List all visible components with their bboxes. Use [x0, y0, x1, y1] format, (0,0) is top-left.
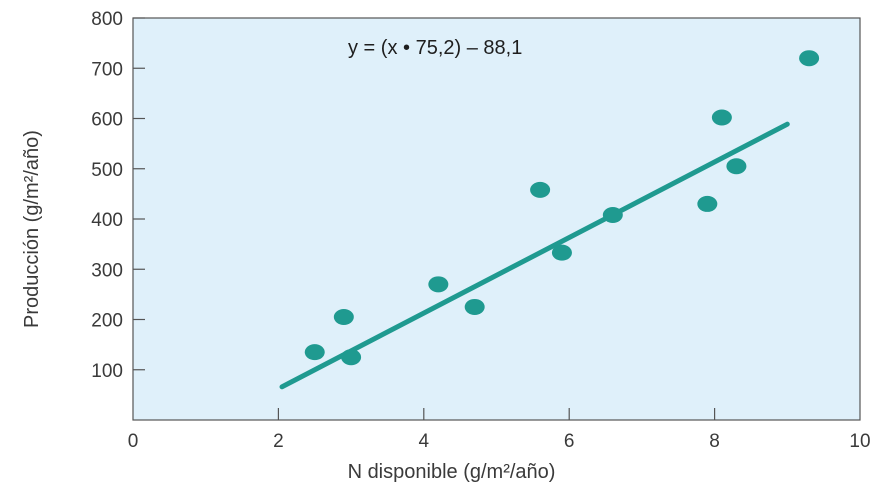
x-tick-label: 8	[709, 431, 720, 452]
data-point	[799, 50, 820, 67]
y-tick-label: 400	[91, 210, 123, 231]
y-tick-label: 100	[91, 361, 123, 382]
y-tick-label: 500	[91, 160, 123, 181]
y-axis-label: Producción (g/m²/año)	[21, 130, 43, 328]
data-points	[304, 50, 820, 366]
x-tick-label: 2	[273, 431, 284, 452]
data-point	[711, 109, 732, 126]
data-point	[304, 344, 325, 361]
y-tick-label: 600	[91, 110, 123, 131]
data-point	[602, 206, 623, 223]
y-tick-label: 800	[91, 9, 123, 30]
x-axis-label: N disponible (g/m²/año)	[348, 461, 556, 483]
y-tick-label: 700	[91, 59, 123, 80]
data-point	[341, 349, 362, 366]
regression-line	[279, 121, 790, 390]
y-tick-label: 200	[91, 311, 123, 332]
x-tick-label: 10	[849, 431, 870, 452]
x-tick-label: 6	[564, 431, 575, 452]
x-tick-label: 4	[419, 431, 430, 452]
x-axis: 0 2 4 6 8 10	[128, 408, 871, 452]
data-point	[464, 298, 485, 315]
data-point	[428, 276, 449, 293]
plot-area	[132, 17, 861, 421]
y-axis: 100 200 300 400 500 600 700 800	[91, 9, 145, 382]
y-tick-label: 300	[91, 260, 123, 281]
data-point	[333, 308, 354, 325]
data-point	[726, 158, 747, 175]
data-point	[551, 244, 572, 261]
x-tick-label: 0	[128, 431, 139, 452]
data-point	[530, 181, 551, 198]
data-point	[697, 195, 718, 212]
regression-equation: y = (x • 75,2) – 88,1	[348, 37, 522, 59]
